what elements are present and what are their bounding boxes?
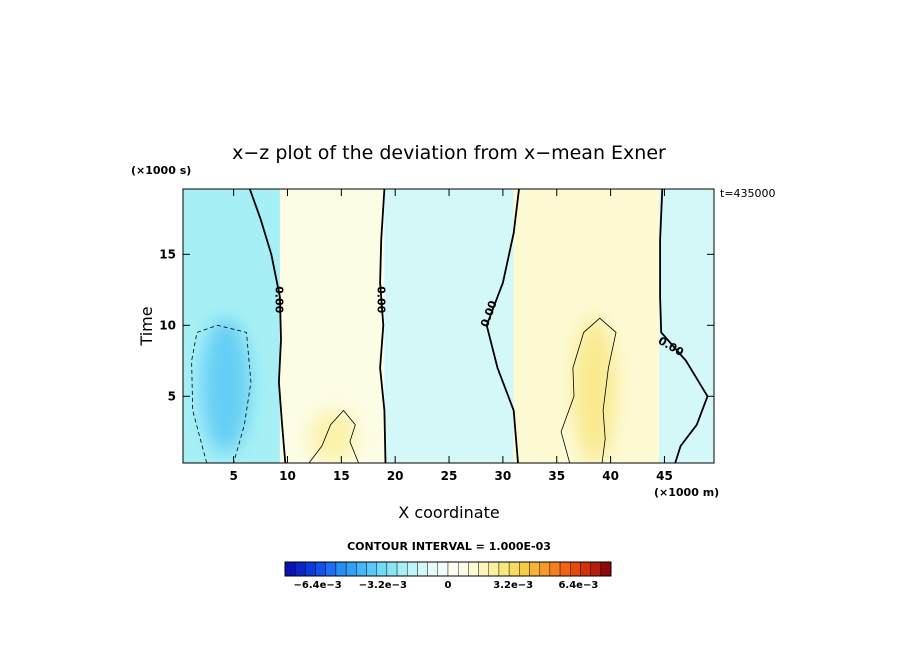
positive-contour-1 bbox=[560, 317, 617, 463]
colorbar-swatch-24 bbox=[529, 561, 540, 577]
zero-contour-3 bbox=[659, 189, 709, 463]
plot-frame bbox=[182, 188, 715, 464]
colorbar-swatch-6 bbox=[345, 561, 357, 577]
colorbar-swatch-13 bbox=[417, 561, 428, 577]
colorbar-swatch-9 bbox=[376, 561, 388, 577]
field-band-4 bbox=[384, 189, 514, 463]
colorbar-swatch-27 bbox=[559, 561, 571, 577]
colorbar-frame bbox=[284, 561, 612, 577]
y-axis-unit: (×1000 s) bbox=[131, 164, 191, 177]
field-layer bbox=[183, 189, 714, 463]
colorbar-swatch-16 bbox=[447, 561, 459, 577]
zero-contour-label-0: 0.00 bbox=[272, 286, 285, 313]
colorbar-swatches bbox=[284, 561, 612, 577]
colorbar-swatch-22 bbox=[508, 561, 520, 577]
colorbar-swatch-30 bbox=[590, 561, 602, 577]
x-tick-label-4: 25 bbox=[441, 469, 458, 483]
colorbar-tick-label-2: 0 bbox=[445, 580, 452, 591]
x-axis-unit: (×1000 m) bbox=[654, 486, 719, 499]
colorbar-swatch-10 bbox=[386, 561, 398, 577]
colorbar-swatch-20 bbox=[488, 561, 500, 577]
y-tick-label-0: 5 bbox=[168, 389, 176, 403]
colorbar-swatch-2 bbox=[305, 561, 316, 577]
y-tick-label-2: 15 bbox=[159, 247, 176, 261]
contour-interval-text: CONTOUR INTERVAL = 1.000E-03 bbox=[347, 540, 551, 553]
colorbar-swatch-21 bbox=[498, 561, 510, 577]
x-tick-label-7: 40 bbox=[602, 469, 619, 483]
x-tick-label-5: 30 bbox=[495, 469, 512, 483]
y-axis-ticks: 5 10 15 bbox=[159, 247, 714, 403]
field-cores bbox=[201, 318, 616, 463]
chart-title: x−z plot of the deviation from x−mean Ex… bbox=[232, 142, 666, 164]
field-bands bbox=[183, 189, 714, 463]
y-axis-label: Time bbox=[137, 306, 156, 346]
colorbar-ticks: −6.4e−3 −3.2e−3 0 3.2e−3 6.4e−3 bbox=[293, 580, 598, 591]
field-core-3 bbox=[309, 410, 358, 463]
colorbar-swatch-19 bbox=[478, 561, 489, 577]
colorbar-swatch-25 bbox=[539, 561, 551, 577]
colorbar: −6.4e−3 −3.2e−3 0 3.2e−3 6.4e−3 bbox=[284, 561, 612, 591]
colorbar-swatch-12 bbox=[407, 561, 418, 577]
negative-contour-0 bbox=[191, 324, 252, 463]
field-core-6 bbox=[572, 318, 616, 463]
colorbar-swatch-7 bbox=[356, 561, 367, 577]
time-annotation: t=435000 bbox=[720, 187, 776, 200]
field-band-7 bbox=[659, 189, 714, 463]
colorbar-swatch-18 bbox=[468, 561, 479, 577]
colorbar-swatch-0 bbox=[284, 561, 296, 577]
x-tick-label-8: 45 bbox=[656, 469, 673, 483]
x-tick-label-3: 20 bbox=[387, 469, 404, 483]
x-tick-label-0: 5 bbox=[229, 469, 237, 483]
zero-contour-0 bbox=[248, 189, 287, 463]
x-tick-label-2: 15 bbox=[333, 469, 350, 483]
x-axis-label: X coordinate bbox=[398, 503, 499, 522]
colorbar-swatch-14 bbox=[427, 561, 439, 577]
colorbar-swatch-28 bbox=[570, 561, 581, 577]
colorbar-tick-label-0: −6.4e−3 bbox=[293, 580, 341, 591]
colorbar-swatch-11 bbox=[396, 561, 408, 577]
colorbar-tick-label-4: 6.4e−3 bbox=[558, 580, 598, 591]
colorbar-swatch-5 bbox=[335, 561, 347, 577]
colorbar-swatch-31 bbox=[600, 561, 612, 577]
colorbar-swatch-23 bbox=[519, 561, 530, 577]
colorbar-swatch-17 bbox=[457, 561, 469, 577]
zero-contour-label-1: 0.00 bbox=[375, 286, 388, 313]
colorbar-tick-label-3: 3.2e−3 bbox=[493, 580, 533, 591]
colorbar-swatch-4 bbox=[325, 561, 337, 577]
contour-lines bbox=[191, 189, 709, 463]
colorbar-swatch-26 bbox=[549, 561, 561, 577]
positive-contour-0 bbox=[308, 409, 359, 463]
colorbar-swatch-8 bbox=[366, 561, 377, 577]
y-tick-label-1: 10 bbox=[159, 318, 176, 332]
colorbar-swatch-29 bbox=[580, 561, 591, 577]
field-core-1 bbox=[201, 318, 250, 454]
colorbar-tick-label-1: −3.2e−3 bbox=[359, 580, 407, 591]
colorbar-swatch-1 bbox=[294, 561, 306, 577]
colorbar-swatch-3 bbox=[315, 561, 326, 577]
x-axis-ticks: 5 10 15 20 25 30 35 40 45 bbox=[229, 189, 673, 483]
zero-contour-2 bbox=[485, 189, 520, 463]
x-tick-label-6: 35 bbox=[548, 469, 565, 483]
x-tick-label-1: 10 bbox=[279, 469, 296, 483]
zero-contour-1 bbox=[379, 189, 387, 463]
colorbar-swatch-15 bbox=[437, 561, 449, 577]
